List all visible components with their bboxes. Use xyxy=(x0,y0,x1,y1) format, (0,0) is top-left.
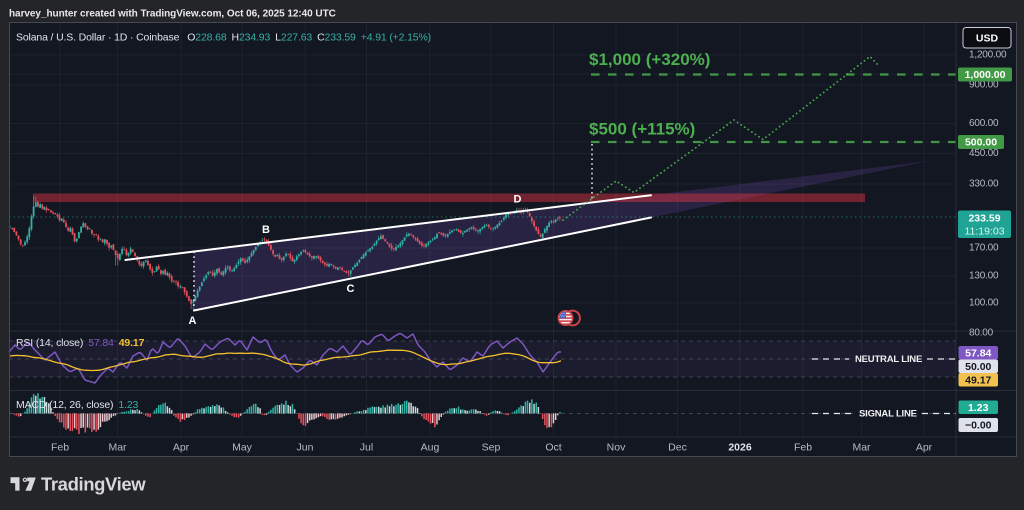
svg-text:Sep: Sep xyxy=(482,442,501,454)
svg-text:$500 (+115%): $500 (+115%) xyxy=(589,120,695,139)
svg-text:SIGNAL LINE: SIGNAL LINE xyxy=(859,409,917,420)
svg-text:NEUTRAL LINE: NEUTRAL LINE xyxy=(855,354,922,365)
svg-text:80.00: 80.00 xyxy=(969,328,994,339)
svg-text:Aug: Aug xyxy=(421,442,440,454)
svg-text:Jul: Jul xyxy=(360,442,373,454)
svg-text:500.00: 500.00 xyxy=(965,137,997,149)
svg-text:May: May xyxy=(232,442,253,454)
svg-text:harvey_hunter created with Tra: harvey_hunter created with TradingView.c… xyxy=(9,9,336,20)
svg-text:900.00: 900.00 xyxy=(969,80,999,91)
svg-text:Apr: Apr xyxy=(173,442,190,454)
svg-text:Mar: Mar xyxy=(852,442,871,454)
svg-text:B: B xyxy=(262,224,270,236)
svg-text:600.00: 600.00 xyxy=(969,118,999,129)
svg-text:49.17: 49.17 xyxy=(965,374,991,386)
svg-text:−0.00: −0.00 xyxy=(965,420,992,432)
svg-text:50.00: 50.00 xyxy=(965,361,991,373)
svg-text:130.00: 130.00 xyxy=(969,271,999,282)
svg-text:C: C xyxy=(347,283,355,295)
svg-text:MACD (12, 26, close)1.23: MACD (12, 26, close) 1.23 xyxy=(16,399,139,411)
svg-text:Feb: Feb xyxy=(794,442,812,454)
svg-text:2026: 2026 xyxy=(728,442,752,454)
svg-text:Dec: Dec xyxy=(668,442,687,454)
svg-text:D: D xyxy=(514,194,522,206)
svg-text:Mar: Mar xyxy=(108,442,127,454)
svg-text:170.00: 170.00 xyxy=(969,243,999,254)
svg-text:57.84: 57.84 xyxy=(965,347,991,359)
svg-text:1,200.00: 1,200.00 xyxy=(969,50,1007,61)
svg-text:USD: USD xyxy=(976,33,999,45)
svg-text:Oct: Oct xyxy=(545,442,561,454)
svg-text:Nov: Nov xyxy=(607,442,626,454)
svg-text:Jun: Jun xyxy=(297,442,314,454)
svg-text:TradingView: TradingView xyxy=(41,474,146,495)
svg-text:$1,000 (+320%): $1,000 (+320%) xyxy=(589,50,710,69)
svg-text:1.23: 1.23 xyxy=(968,402,989,414)
svg-text:330.00: 330.00 xyxy=(969,179,999,190)
svg-text:Apr: Apr xyxy=(916,442,933,454)
svg-text:233.59: 233.59 xyxy=(968,213,1000,225)
svg-text:450.00: 450.00 xyxy=(969,148,999,159)
svg-text:Solana / U.S. Dollar · 1D · Co: Solana / U.S. Dollar · 1D · Coinbase O228… xyxy=(16,32,431,44)
svg-text:1,000.00: 1,000.00 xyxy=(965,69,1006,81)
svg-text:Feb: Feb xyxy=(51,442,69,454)
svg-text:100.00: 100.00 xyxy=(969,298,999,309)
svg-text:11:19:03: 11:19:03 xyxy=(964,226,1004,238)
svg-text:A: A xyxy=(189,315,197,327)
